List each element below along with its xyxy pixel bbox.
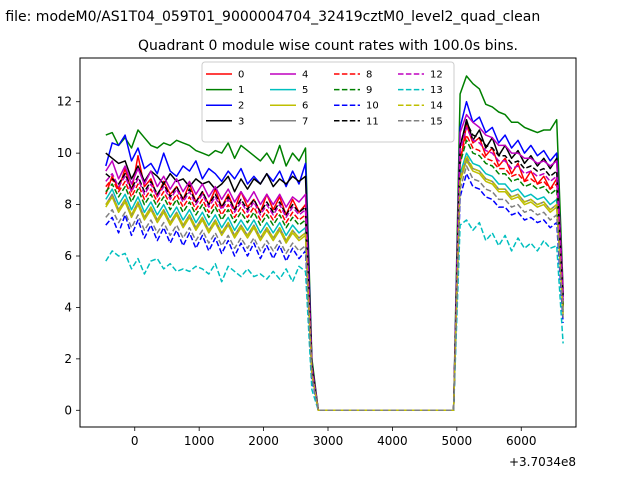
legend-label-3: 3 [238,116,244,127]
legend-label-9: 9 [366,85,372,96]
legend-label-5: 5 [302,85,308,96]
legend-label-14: 14 [430,101,443,112]
x-tick-label: 1000 [184,434,215,448]
axes-ticks: 0 1000 2000 3000 4000 5000 6000 0 2 4 6 8 10 12 [57,95,537,448]
figure-suptitle: n file: modeM0/AS1T04_059T01_9000004704_… [0,9,540,25]
legend-label-6: 6 [302,101,308,112]
x-offset-label: +3.7034e8 [509,455,576,469]
x-tick-label: 6000 [506,434,537,448]
legend-label-8: 8 [366,70,372,81]
series-line-8 [105,134,564,412]
legend-label-7: 7 [302,116,308,127]
legend-label-11: 11 [366,116,379,127]
x-tick-label: 5000 [442,434,473,448]
axes-frame [79,57,577,428]
series-line-10 [105,172,564,412]
y-tick-label: 4 [64,300,72,314]
y-tick-label: 10 [57,146,72,160]
y-tick-label: 8 [64,198,72,212]
legend-label-15: 15 [430,116,443,127]
legend-label-1: 1 [238,85,244,96]
legend-label-2: 2 [238,101,244,112]
x-tick-label: 3000 [313,434,344,448]
x-tick-label: 2000 [248,434,279,448]
legend-label-10: 10 [366,101,379,112]
series-line-11 [105,121,564,412]
x-tick-label: 4000 [377,434,408,448]
x-tick-label: 0 [131,434,139,448]
legend-label-13: 13 [430,85,443,96]
series-line-15 [105,165,564,412]
series-line-13 [105,219,564,412]
y-tick-label: 2 [64,352,72,366]
legend-label-4: 4 [302,70,308,81]
y-tick-label: 12 [57,95,72,109]
series-group [105,75,564,412]
series-line-14 [105,154,564,412]
chart-title: Quadrant 0 module wise count rates with … [138,38,518,54]
legend-box [201,61,455,143]
legend-label-0: 0 [238,70,244,81]
y-tick-label: 6 [64,249,72,263]
y-tick-label: 0 [64,403,72,417]
legend-label-12: 12 [430,70,443,81]
